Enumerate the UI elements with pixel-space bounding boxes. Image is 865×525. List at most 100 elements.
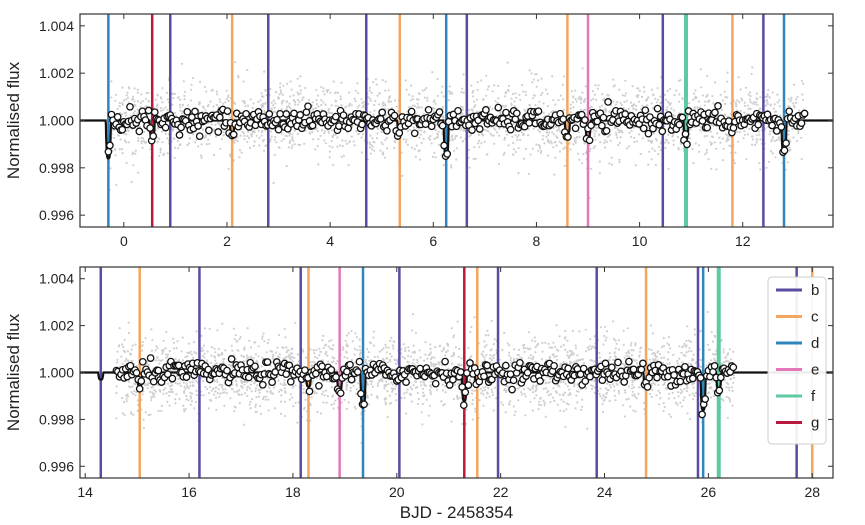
binned-point	[440, 141, 448, 150]
raw-point	[579, 95, 582, 98]
raw-point	[710, 359, 713, 362]
raw-point	[657, 145, 661, 148]
raw-point	[574, 344, 577, 347]
raw-point	[372, 113, 375, 116]
raw-point	[132, 392, 135, 396]
raw-point	[390, 336, 393, 339]
raw-point	[131, 153, 134, 156]
raw-point	[122, 99, 125, 102]
raw-point	[604, 387, 608, 390]
raw-point	[598, 392, 601, 395]
raw-point	[370, 383, 373, 386]
raw-point	[334, 133, 337, 136]
raw-point	[523, 347, 527, 350]
binned-point	[698, 117, 707, 125]
raw-point	[540, 77, 543, 80]
binned-point	[506, 125, 515, 134]
raw-point	[326, 90, 329, 94]
raw-point	[565, 408, 568, 411]
raw-point	[491, 90, 494, 93]
raw-point	[133, 382, 136, 385]
raw-point	[261, 335, 264, 338]
raw-point	[726, 133, 729, 137]
raw-point	[458, 364, 461, 367]
raw-point	[598, 356, 602, 359]
raw-point	[114, 148, 117, 151]
raw-point	[771, 91, 774, 94]
raw-point	[497, 84, 500, 87]
raw-point	[667, 351, 670, 354]
raw-point	[414, 331, 418, 335]
raw-point	[588, 106, 592, 109]
raw-point	[559, 409, 562, 412]
raw-point	[375, 137, 379, 140]
raw-point	[585, 350, 588, 353]
raw-point	[376, 132, 379, 135]
raw-point	[443, 354, 447, 357]
raw-point	[310, 396, 313, 399]
raw-point	[337, 105, 340, 108]
raw-point	[626, 147, 629, 150]
raw-point	[330, 386, 333, 389]
raw-point	[250, 355, 253, 358]
raw-point	[539, 397, 542, 400]
raw-point	[614, 347, 617, 350]
raw-point	[412, 344, 415, 347]
raw-point	[422, 395, 425, 398]
raw-point	[168, 394, 171, 397]
raw-point	[720, 108, 724, 111]
raw-point	[269, 140, 272, 143]
raw-point	[258, 405, 262, 408]
raw-point	[151, 339, 154, 342]
raw-point	[598, 160, 602, 163]
raw-point	[668, 362, 672, 365]
raw-point	[161, 358, 164, 362]
raw-point	[679, 79, 682, 82]
raw-point	[282, 384, 285, 387]
raw-point	[213, 153, 216, 157]
raw-point	[432, 362, 435, 366]
raw-point	[692, 386, 695, 389]
raw-point	[260, 106, 263, 109]
raw-point	[328, 145, 331, 148]
raw-point	[474, 157, 477, 160]
raw-point	[654, 354, 657, 357]
raw-point	[190, 83, 193, 86]
binned-point	[407, 107, 416, 116]
raw-point	[336, 91, 339, 94]
raw-point	[198, 80, 202, 83]
raw-point	[372, 330, 375, 333]
raw-point	[216, 93, 219, 96]
raw-point	[305, 356, 308, 359]
raw-point	[719, 93, 722, 96]
raw-point	[162, 388, 165, 391]
binned-point	[581, 116, 589, 124]
raw-point	[656, 351, 659, 354]
raw-point	[283, 381, 286, 385]
raw-point	[368, 146, 371, 149]
raw-point	[470, 84, 473, 87]
raw-point	[650, 88, 654, 91]
raw-point	[569, 107, 572, 110]
raw-point	[205, 90, 208, 93]
raw-point	[263, 111, 266, 114]
raw-point	[618, 348, 621, 351]
raw-point	[321, 339, 324, 342]
raw-point	[302, 387, 305, 390]
raw-point	[630, 104, 633, 108]
raw-point	[632, 107, 635, 110]
raw-point	[666, 342, 669, 345]
raw-point	[677, 79, 680, 82]
raw-point	[552, 99, 555, 102]
raw-point	[737, 76, 740, 79]
raw-point	[562, 98, 565, 101]
raw-point	[792, 136, 795, 139]
raw-point	[533, 336, 536, 339]
raw-point	[354, 89, 357, 92]
raw-point	[437, 143, 441, 146]
raw-point	[353, 97, 356, 100]
raw-point	[216, 329, 219, 332]
raw-point	[507, 88, 510, 91]
raw-point	[246, 68, 249, 72]
raw-point	[754, 143, 757, 146]
